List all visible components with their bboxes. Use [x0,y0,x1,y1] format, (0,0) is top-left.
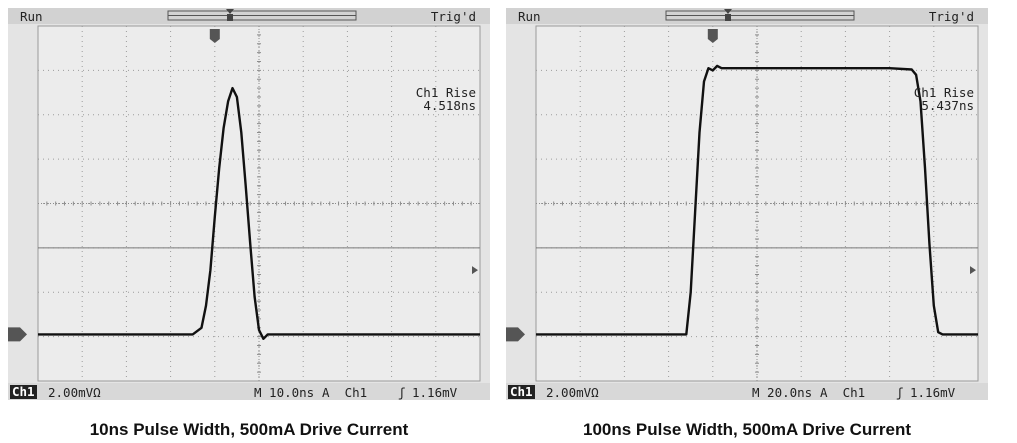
waveform-trace [38,86,480,340]
vertical-scale-readout: 2.00mVΩ [48,385,101,400]
acquisition-status: Run [20,9,43,24]
oscilloscope-panel-10ns: Run Trig'd Ch1 Rise 4.518ns Ch1 2.00mVΩ … [8,8,490,439]
measurement-value: 5.437ns [921,98,974,113]
oscilloscope-panel-100ns: Run Trig'd Ch1 Rise 5.437ns Ch1 2.00mVΩ … [506,8,988,439]
trigger-slope-icon: ʃ [398,385,406,400]
timebase-readout: M 10.0ns [254,385,315,400]
bottom-readout-bar [8,383,490,400]
trigger-level-readout: 1.16mV [412,385,458,400]
trigger-marker-icon [209,29,220,43]
trigger-marker-icon [707,29,718,43]
chart-title: 10ns Pulse Width, 500mA Drive Current [89,420,409,439]
measurement-value: 4.518ns [423,98,476,113]
channel-1-ground-marker-icon [506,327,525,342]
channel-label: Ch1 [10,384,37,399]
trigger-level-arrow-icon [472,266,478,275]
scope-plot-100ns [506,8,988,400]
trigger-status: Trig'd [430,9,476,24]
trigger-status: Trig'd [928,9,974,24]
trigger-source-readout: A Ch1 [322,385,368,400]
trigger-slope-icon: ʃ [896,385,904,400]
waveform-trace [536,64,978,336]
acquisition-status: Run [518,9,541,24]
bottom-readout-bar [506,383,988,400]
chart-title: 100ns Pulse Width, 500mA Drive Current [583,420,911,439]
measurement-label: Ch1 Rise [415,85,476,100]
trigger-position-icon [226,9,234,21]
trigger-level-arrow-icon [970,266,976,275]
measurement-label: Ch1 Rise [913,85,974,100]
scope-plot-10ns [8,8,490,400]
channel-label: Ch1 [508,384,535,399]
trigger-source-readout: A Ch1 [820,385,866,400]
channel-1-ground-marker-icon [8,327,27,342]
timebase-readout: M 20.0ns [752,385,813,400]
trigger-level-readout: 1.16mV [910,385,956,400]
trigger-position-icon [724,9,732,21]
vertical-scale-readout: 2.00mVΩ [546,385,599,400]
